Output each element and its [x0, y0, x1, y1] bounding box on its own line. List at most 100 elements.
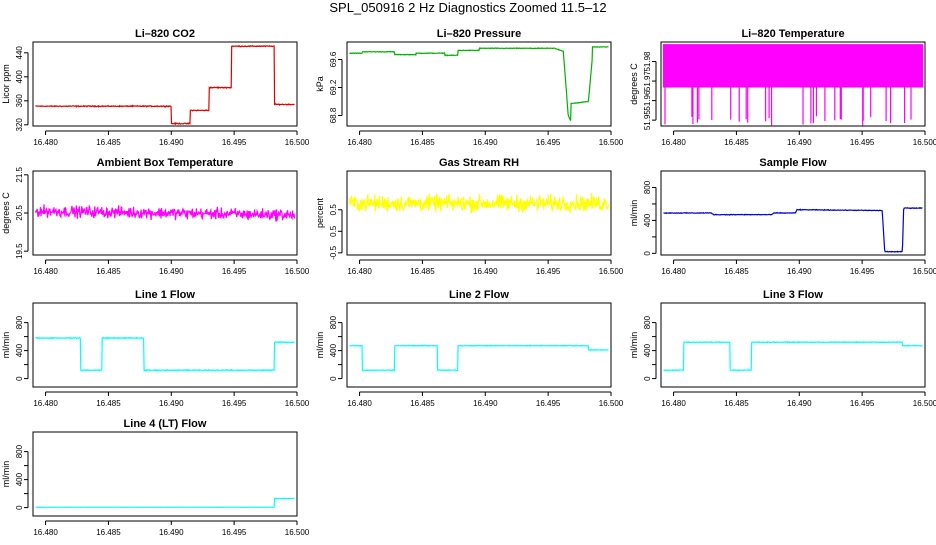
series-line [663, 207, 923, 253]
y-tick-label: 20.5 [15, 205, 24, 221]
y-tick-label: 0.5 [329, 225, 338, 237]
x-tick-label: 16.485 [410, 138, 435, 147]
y-tick-label: 69.2 [329, 79, 338, 95]
chart-title: Line 4 (LT) Flow [124, 418, 207, 430]
x-tick-label: 16.500 [285, 267, 310, 276]
y-axis-label: degrees C [629, 63, 639, 105]
series-line [349, 344, 609, 373]
x-tick-label: 16.480 [661, 399, 686, 408]
series-line [663, 340, 923, 372]
chart-panel: Li–820 Pressure kPa 16.480 16.485 16.490 16.4… [315, 28, 624, 147]
x-tick-label: 16.480 [661, 138, 686, 147]
plot-frame [32, 41, 298, 127]
y-axis-label: ml/min [1, 461, 11, 488]
series-line [35, 336, 295, 372]
x-tick-label: 16.500 [599, 399, 624, 408]
chart-title: Li–820 Pressure [437, 28, 521, 40]
y-tick-label: 320 [15, 118, 24, 132]
x-tick-label: 16.500 [913, 267, 936, 276]
chart-title: Ambient Box Temperature [97, 157, 234, 169]
x-tick-label: 16.495 [850, 138, 875, 147]
x-tick-label: 16.495 [536, 138, 561, 147]
y-tick-label: 21.5 [15, 166, 24, 182]
x-tick-label: 16.480 [33, 399, 58, 408]
x-tick-label: 16.500 [285, 528, 310, 537]
x-tick-label: 16.495 [222, 267, 247, 276]
x-tick-label: 16.480 [33, 138, 58, 147]
plot-frame [32, 170, 298, 256]
x-tick-label: 16.480 [661, 267, 686, 276]
y-tick-label: 0 [329, 376, 338, 381]
x-tick-label: 16.485 [724, 399, 749, 408]
plot-frame [32, 431, 298, 517]
x-tick-label: 16.485 [724, 267, 749, 276]
x-tick-label: 16.490 [159, 138, 184, 147]
x-tick-label: 16.495 [222, 138, 247, 147]
y-axis-label: ml/min [1, 332, 11, 359]
x-tick-label: 16.480 [347, 399, 372, 408]
x-tick-label: 16.500 [285, 399, 310, 408]
y-tick-label: 400 [15, 472, 24, 486]
y-tick-label: 400 [15, 343, 24, 357]
chart-panel: Line 2 Flow ml/min 16.480 16.485 16.490 16.49… [315, 289, 624, 408]
y-axis-label: kPa [315, 76, 325, 92]
y-tick-label: 0 [643, 376, 652, 381]
plot-frame [346, 170, 612, 256]
y-tick-label: 800 [329, 315, 338, 329]
series-line [35, 44, 295, 126]
x-tick-label: 16.490 [473, 399, 498, 408]
x-tick-label: 16.485 [96, 138, 121, 147]
x-tick-label: 16.495 [850, 399, 875, 408]
x-tick-label: 16.490 [159, 399, 184, 408]
y-tick-label: 400 [643, 213, 652, 227]
chart-panel: Line 3 Flow ml/min 16.480 16.485 16.490 16.49… [629, 289, 936, 408]
y-tick-label: 400 [329, 343, 338, 357]
y-tick-label: 68.8 [329, 107, 338, 123]
x-tick-label: 16.490 [787, 267, 812, 276]
y-tick-label: 800 [643, 315, 652, 329]
plot-frame [660, 302, 926, 388]
x-tick-label: 16.490 [159, 267, 184, 276]
x-tick-label: 16.485 [96, 399, 121, 408]
y-tick-label: 800 [15, 315, 24, 329]
y-tick-label: 0.5 [329, 204, 338, 216]
chart-title: Gas Stream RH [439, 157, 519, 169]
x-tick-label: 16.500 [599, 267, 624, 276]
y-tick-label: 51.96 [643, 90, 652, 111]
chart-panel: Gas Stream RH percent 16.480 16.485 16.490 16… [315, 157, 624, 276]
chart-title: Sample Flow [759, 157, 827, 169]
x-tick-label: 16.485 [410, 399, 435, 408]
x-tick-label: 16.485 [410, 267, 435, 276]
plot-frame [346, 41, 612, 127]
y-axis-label: Licor ppm [1, 64, 11, 104]
chart-panel: Ambient Box Temperature degrees C 16.480 16… [1, 157, 310, 276]
y-tick-label: 69.6 [329, 51, 338, 67]
chart-panel: Line 4 (LT) Flow ml/min 16.480 16.485 16.490… [1, 418, 310, 537]
chart-title: Line 1 Flow [135, 289, 195, 301]
x-tick-label: 16.490 [473, 267, 498, 276]
y-tick-label: 0 [15, 376, 24, 381]
chart-title: Li–820 Temperature [741, 28, 844, 40]
y-tick-label: 400 [643, 343, 652, 357]
x-tick-label: 16.480 [347, 138, 372, 147]
y-axis-label: ml/min [629, 332, 639, 359]
x-tick-label: 16.495 [222, 528, 247, 537]
x-tick-label: 16.500 [599, 138, 624, 147]
chart-panel: Li–820 CO2 Licor ppm 16.480 16.485 16.490 16.… [1, 28, 310, 147]
y-tick-label: 360 [15, 94, 24, 108]
plot-frame [660, 170, 926, 256]
plot-frame [346, 302, 612, 388]
x-tick-label: 16.490 [159, 528, 184, 537]
y-tick-label: 51.97 [643, 71, 652, 92]
y-tick-label: -0.5 [329, 245, 338, 259]
x-tick-label: 16.480 [33, 267, 58, 276]
page-title: SPL_050916 2 Hz Diagnostics Zoomed 11.5–… [329, 0, 607, 15]
series-line [35, 497, 295, 509]
x-tick-label: 16.495 [536, 399, 561, 408]
series-line [34, 204, 296, 222]
x-tick-label: 16.490 [473, 138, 498, 147]
x-tick-label: 16.480 [347, 267, 372, 276]
chart-panel: Li–820 Temperature degrees C 16.480 16.485 1… [629, 28, 936, 147]
y-axis-label: ml/min [629, 200, 639, 227]
